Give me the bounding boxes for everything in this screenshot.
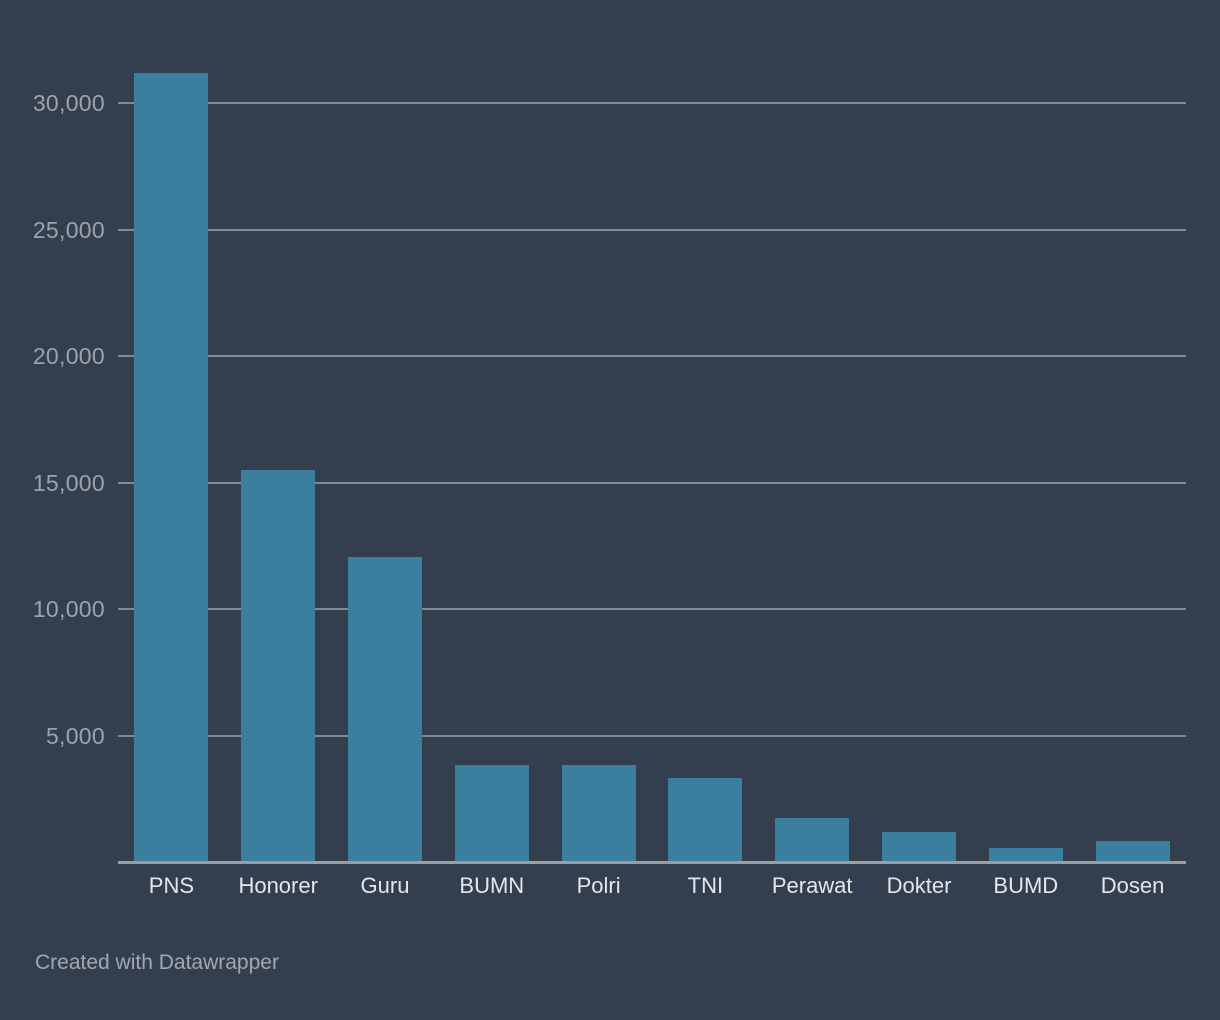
y-tick-label: 10,000: [32, 596, 105, 622]
datawrapper-credit-link[interactable]: Created with Datawrapper: [35, 951, 279, 974]
y-tick-label: 25,000: [32, 216, 105, 243]
bar-bumd[interactable]: [988, 848, 1063, 862]
x-axis-label-polri: Polri: [576, 873, 621, 898]
gridline: [118, 355, 1186, 357]
y-tick-label: 20,000: [32, 343, 105, 369]
x-axis-label-honorer: Honorer: [238, 873, 318, 898]
gridline: [118, 228, 1186, 231]
y-tick-label: 15,000: [32, 469, 105, 496]
bar-pns[interactable]: [134, 72, 209, 862]
gridline: [118, 734, 1186, 737]
x-axis-label-pns: PNS: [148, 873, 195, 898]
x-axis-label-guru: Guru: [360, 873, 410, 898]
x-axis-label-tni: TNI: [687, 873, 724, 898]
gridline: [118, 481, 1186, 484]
x-axis-label-dosen: Dosen: [1100, 873, 1165, 898]
bar-dosen[interactable]: [1095, 841, 1170, 862]
gridline: [118, 608, 1186, 610]
bar-bumn[interactable]: [454, 764, 529, 862]
x-axis-label-perawat: Perawat: [771, 873, 853, 898]
bar-tni[interactable]: [668, 777, 743, 862]
bar-guru[interactable]: [348, 557, 422, 862]
x-axis-label-bumd: BUMD: [993, 873, 1059, 898]
bar-dokter[interactable]: [882, 832, 956, 862]
x-axis-baseline: [118, 860, 1186, 864]
gridline: [118, 102, 1186, 104]
bar-perawat[interactable]: [775, 817, 850, 862]
x-axis-label-bumn: BUMN: [459, 873, 525, 898]
bar-honorer[interactable]: [241, 469, 316, 862]
y-tick-label: 5,000: [45, 722, 105, 749]
bar-polri[interactable]: [561, 764, 636, 862]
x-axis-label-dokter: Dokter: [886, 873, 952, 898]
y-tick-label: 30,000: [32, 90, 105, 116]
